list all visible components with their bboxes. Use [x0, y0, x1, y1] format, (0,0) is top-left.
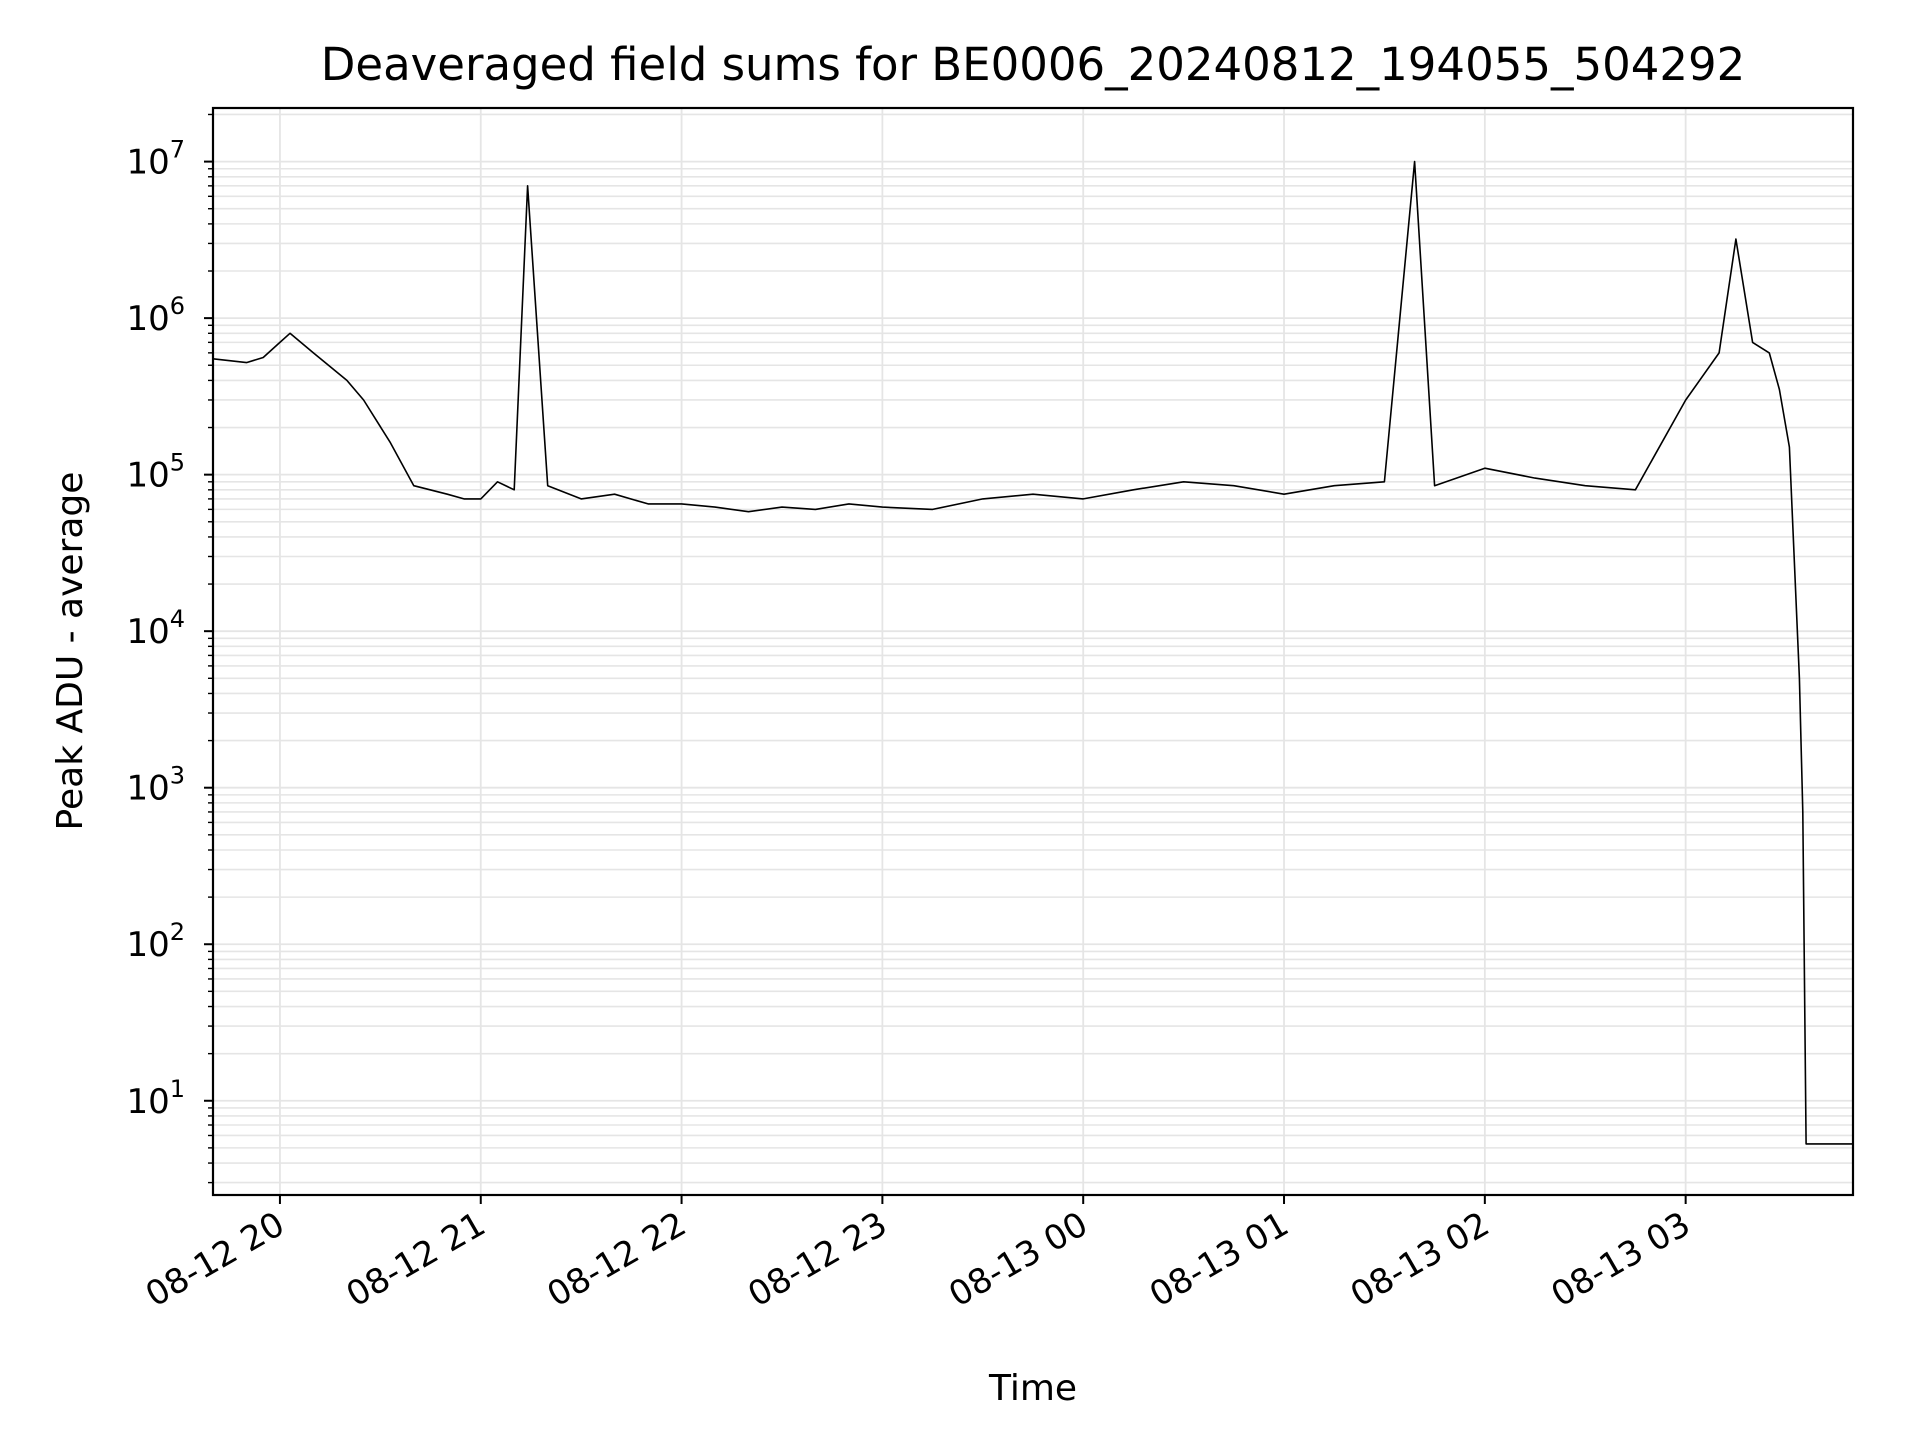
y-tick-label: 105	[126, 449, 185, 496]
data-series	[212, 160, 1853, 1145]
y-tick-label: 106	[126, 292, 185, 339]
chart-title: Deaveraged field sums for BE0006_2024081…	[321, 38, 1746, 91]
grid-lines	[213, 108, 1853, 1195]
y-axis-title: Peak ADU - average	[50, 472, 91, 831]
y-tick-label: 103	[126, 762, 185, 809]
series-line	[212, 160, 1853, 1145]
y-tick-label: 107	[126, 136, 185, 183]
y-tick-label: 102	[126, 918, 185, 965]
y-tick-label: 101	[126, 1075, 185, 1122]
x-axis-title: Time	[988, 1368, 1077, 1409]
plot-area-frame	[211, 106, 1855, 1197]
y-tick-label: 104	[126, 605, 185, 652]
